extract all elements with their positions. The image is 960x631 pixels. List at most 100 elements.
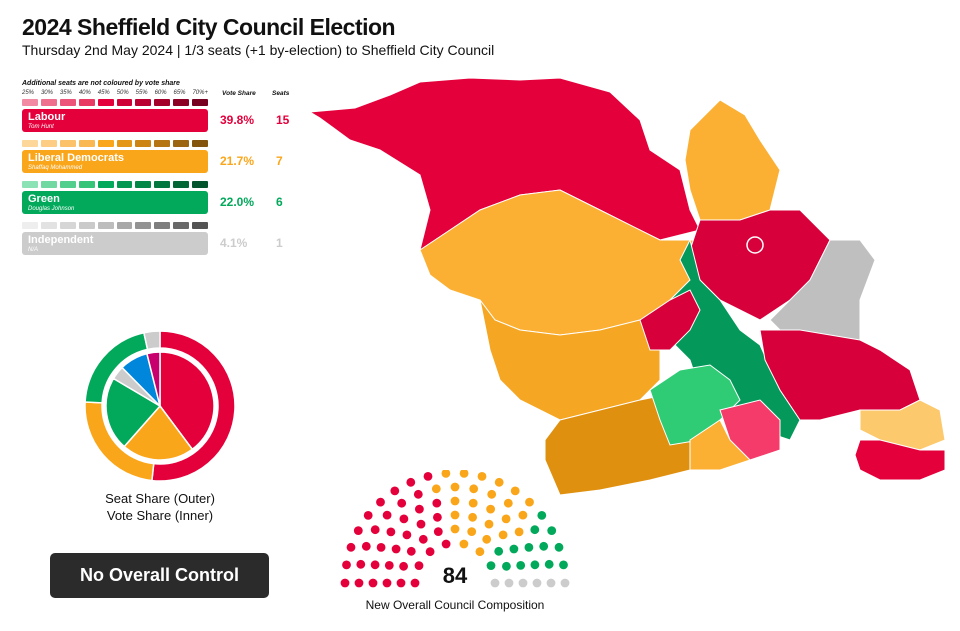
shade-swatch — [78, 140, 95, 147]
council-seat — [518, 510, 528, 520]
council-seat — [346, 542, 356, 552]
council-seat — [516, 561, 526, 570]
shade-swatch — [135, 140, 152, 147]
legend-scale-label: 70%+ — [192, 90, 208, 96]
seat-share-slice — [142, 330, 161, 351]
party-vote-share: 4.1% — [220, 236, 248, 250]
council-seat — [539, 541, 549, 551]
party-seats: 6 — [276, 195, 283, 209]
council-seat — [391, 544, 401, 554]
council-seat — [431, 484, 441, 494]
council-seat — [397, 498, 407, 508]
shade-swatch — [59, 181, 76, 188]
shade-swatch — [97, 99, 114, 106]
council-seat — [518, 578, 528, 588]
map-by-election-marker — [746, 236, 764, 254]
council-seat — [406, 546, 416, 556]
council-seat — [406, 477, 416, 487]
party-box: Labour Tom Hunt — [22, 109, 208, 132]
council-seat — [433, 512, 442, 522]
shade-swatch — [59, 222, 76, 229]
shade-swatch — [192, 99, 209, 106]
council-seat — [498, 530, 508, 540]
party-name: Liberal Democrats — [28, 152, 124, 164]
map-ward — [479, 299, 661, 421]
council-seat — [467, 527, 477, 536]
shade-swatch — [192, 140, 209, 147]
council-seat — [432, 498, 442, 508]
party-box: Liberal Democrats Shaffaq Mohammed — [22, 150, 208, 173]
shade-swatch — [173, 99, 190, 106]
council-seat — [340, 578, 350, 588]
shade-swatch — [22, 140, 38, 147]
shade-swatch — [40, 181, 57, 188]
council-seat — [386, 527, 396, 537]
council-seat — [384, 561, 394, 570]
council-seat — [537, 511, 547, 520]
vote-share-swatches — [22, 181, 209, 188]
shade-swatch — [135, 181, 152, 188]
vote-share-swatches — [22, 140, 209, 147]
shade-swatch — [116, 140, 133, 147]
party-seats: 7 — [276, 154, 283, 168]
shade-swatch — [97, 140, 114, 147]
result-badge: No Overall Control — [50, 553, 269, 598]
shade-swatch — [116, 99, 133, 106]
council-seat — [382, 510, 392, 520]
council-seat — [450, 496, 460, 506]
page-subtitle: Thursday 2nd May 2024 | 1/3 seats (+1 by… — [22, 42, 495, 58]
council-seat — [560, 578, 570, 588]
council-seat — [363, 511, 373, 520]
shade-swatch — [192, 181, 209, 188]
donut-caption-outer: Seat Share (Outer) — [105, 491, 215, 506]
council-seat — [482, 534, 492, 544]
council-seat — [509, 544, 519, 554]
shade-swatch — [40, 140, 57, 147]
party-legend-row: Independent N/A — [22, 222, 209, 255]
council-seat — [370, 560, 380, 570]
map-ward — [639, 289, 701, 351]
council-seat — [396, 578, 406, 588]
vote-share-slice — [123, 404, 194, 461]
party-leader: N/A — [28, 247, 39, 253]
shade-swatch — [173, 222, 190, 229]
vote-share-swatches — [22, 99, 209, 106]
shade-swatch — [78, 222, 95, 229]
shade-swatch — [135, 99, 152, 106]
shade-swatch — [116, 222, 133, 229]
vote-share-slice — [105, 377, 162, 448]
council-seat — [441, 539, 451, 549]
council-seat — [554, 542, 564, 552]
legend-scale-label: 60% — [154, 90, 167, 96]
council-seat — [524, 543, 534, 552]
council-seat — [415, 504, 424, 514]
shade-swatch — [97, 181, 114, 188]
council-seat — [484, 519, 494, 529]
ward-map — [308, 77, 946, 496]
party-vote-share: 22.0% — [220, 195, 255, 209]
shade-swatch — [59, 140, 76, 147]
composition-caption: New Overall Council Composition — [365, 598, 545, 612]
party-name: Labour — [28, 111, 66, 123]
council-seat — [504, 578, 514, 588]
map-ward — [854, 439, 946, 481]
council-seat — [413, 489, 423, 499]
legend-scale-label: 30% — [40, 90, 53, 96]
council-seat — [376, 543, 386, 552]
council-seat — [450, 524, 460, 534]
council-seat — [459, 539, 469, 549]
legend-scale-label: 50% — [116, 90, 129, 96]
party-box: Independent N/A — [22, 232, 208, 255]
legend-scale-label: 40% — [78, 90, 91, 96]
council-seat — [487, 489, 497, 499]
shade-swatch — [22, 181, 38, 188]
vote-share-swatches — [22, 222, 209, 229]
party-leader: Douglas Johnson — [28, 206, 75, 212]
party-leader: Shaffaq Mohammed — [28, 165, 83, 171]
shade-swatch — [97, 222, 114, 229]
shade-swatch — [78, 99, 95, 106]
party-vote-share: 21.7% — [220, 154, 255, 168]
council-seat — [494, 477, 504, 487]
council-seat — [368, 578, 378, 588]
map-ward — [689, 419, 751, 471]
